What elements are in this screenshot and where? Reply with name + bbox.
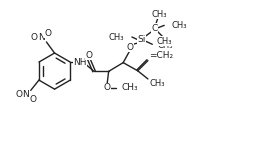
Text: C: C (151, 24, 157, 33)
Text: O: O (45, 29, 52, 38)
Text: N: N (38, 33, 44, 42)
Text: CH₃: CH₃ (151, 9, 167, 18)
Text: CH₃: CH₃ (109, 33, 124, 42)
Text: CH₃: CH₃ (122, 83, 138, 92)
Text: CH₃: CH₃ (158, 41, 173, 50)
Text: O: O (15, 90, 22, 99)
Text: O: O (31, 33, 38, 42)
Text: CH₃: CH₃ (149, 79, 165, 87)
Text: O: O (104, 83, 111, 92)
Text: O: O (85, 51, 92, 60)
Text: CH₃: CH₃ (172, 21, 187, 30)
Text: O: O (127, 43, 134, 52)
Text: Si: Si (137, 35, 145, 44)
Text: NH: NH (73, 58, 86, 67)
Text: =CH₂: =CH₂ (149, 52, 173, 60)
Text: CH₃: CH₃ (157, 37, 172, 46)
Text: N: N (22, 90, 29, 99)
Text: O: O (29, 95, 36, 104)
